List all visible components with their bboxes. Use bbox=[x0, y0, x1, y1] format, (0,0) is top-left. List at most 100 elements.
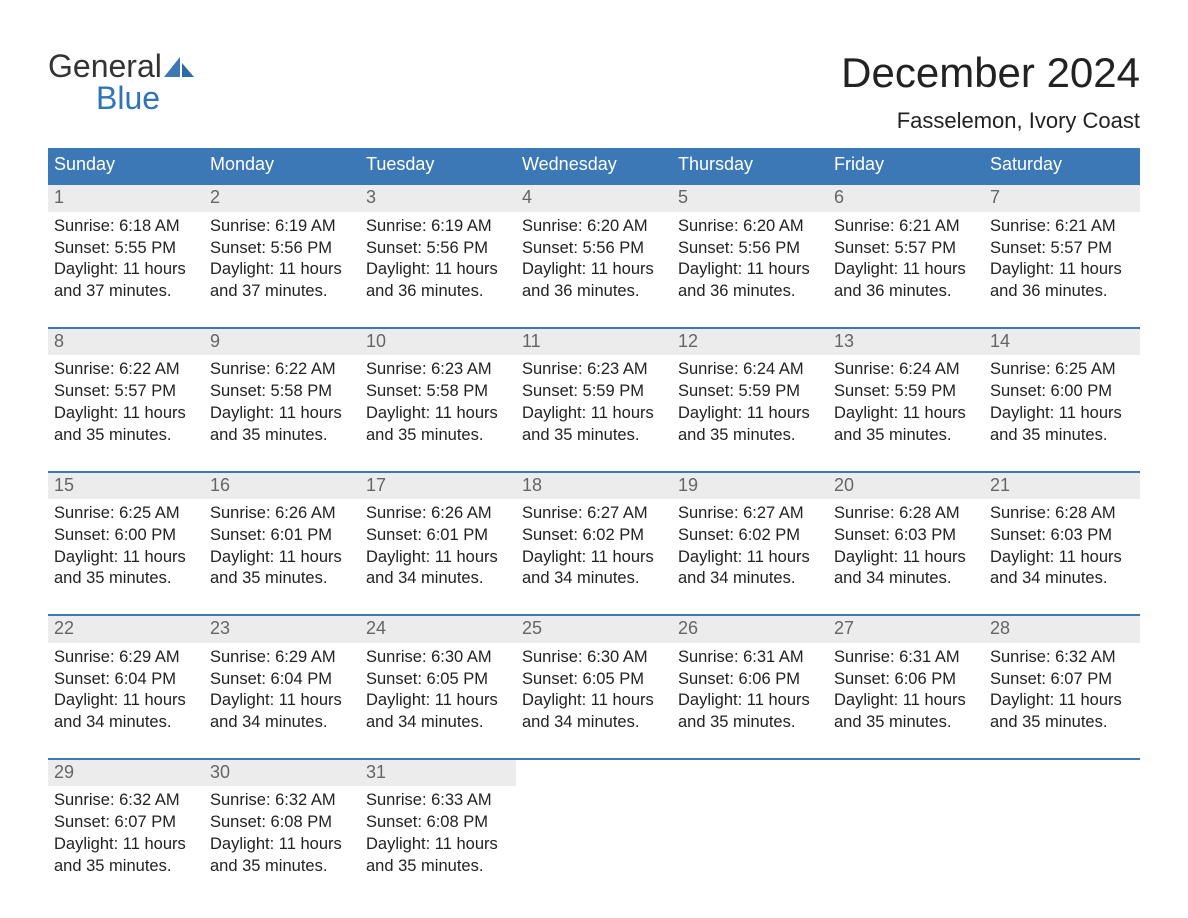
day-details: Sunrise: 6:32 AMSunset: 6:07 PMDaylight:… bbox=[48, 786, 204, 877]
daylight-line2: and 37 minutes. bbox=[54, 281, 198, 303]
day-number bbox=[672, 760, 828, 787]
daylight-line1: Daylight: 11 hours bbox=[678, 259, 822, 281]
daylight-line2: and 35 minutes. bbox=[54, 856, 198, 878]
sunset-text: Sunset: 6:06 PM bbox=[678, 669, 822, 691]
dow-wednesday: Wednesday bbox=[516, 148, 672, 183]
sunset-text: Sunset: 5:56 PM bbox=[678, 238, 822, 260]
sunset-text: Sunset: 6:08 PM bbox=[366, 812, 510, 834]
sunrise-text: Sunrise: 6:18 AM bbox=[54, 216, 198, 238]
sunset-text: Sunset: 5:59 PM bbox=[834, 381, 978, 403]
day-cell: 21Sunrise: 6:28 AMSunset: 6:03 PMDayligh… bbox=[984, 473, 1140, 605]
daylight-line2: and 36 minutes. bbox=[678, 281, 822, 303]
month-title: December 2024 bbox=[841, 50, 1140, 96]
day-details: Sunrise: 6:20 AMSunset: 5:56 PMDaylight:… bbox=[516, 212, 672, 303]
sunrise-text: Sunrise: 6:31 AM bbox=[834, 647, 978, 669]
dow-tuesday: Tuesday bbox=[360, 148, 516, 183]
daylight-line1: Daylight: 11 hours bbox=[522, 690, 666, 712]
daylight-line1: Daylight: 11 hours bbox=[54, 834, 198, 856]
sunrise-text: Sunrise: 6:22 AM bbox=[54, 359, 198, 381]
sunrise-text: Sunrise: 6:20 AM bbox=[678, 216, 822, 238]
day-cell: 26Sunrise: 6:31 AMSunset: 6:06 PMDayligh… bbox=[672, 616, 828, 748]
day-number: 14 bbox=[984, 329, 1140, 356]
sunset-text: Sunset: 5:57 PM bbox=[834, 238, 978, 260]
sunrise-text: Sunrise: 6:23 AM bbox=[522, 359, 666, 381]
day-cell: 3Sunrise: 6:19 AMSunset: 5:56 PMDaylight… bbox=[360, 185, 516, 317]
day-cell: 12Sunrise: 6:24 AMSunset: 5:59 PMDayligh… bbox=[672, 329, 828, 461]
brand-word-1: General bbox=[48, 50, 162, 82]
day-number: 23 bbox=[204, 616, 360, 643]
daylight-line2: and 37 minutes. bbox=[210, 281, 354, 303]
daylight-line2: and 35 minutes. bbox=[678, 712, 822, 734]
daylight-line2: and 35 minutes. bbox=[834, 425, 978, 447]
daylight-line1: Daylight: 11 hours bbox=[366, 834, 510, 856]
daylight-line1: Daylight: 11 hours bbox=[54, 547, 198, 569]
day-number: 29 bbox=[48, 760, 204, 787]
daylight-line2: and 36 minutes. bbox=[366, 281, 510, 303]
day-number: 19 bbox=[672, 473, 828, 500]
day-details: Sunrise: 6:33 AMSunset: 6:08 PMDaylight:… bbox=[360, 786, 516, 877]
day-cell: 11Sunrise: 6:23 AMSunset: 5:59 PMDayligh… bbox=[516, 329, 672, 461]
sunset-text: Sunset: 6:02 PM bbox=[678, 525, 822, 547]
daylight-line1: Daylight: 11 hours bbox=[990, 547, 1134, 569]
day-number: 11 bbox=[516, 329, 672, 356]
daylight-line2: and 35 minutes. bbox=[210, 425, 354, 447]
sunset-text: Sunset: 5:59 PM bbox=[678, 381, 822, 403]
calendar-page: General Blue December 2024 Fasselemon, I… bbox=[0, 0, 1188, 911]
sunrise-text: Sunrise: 6:24 AM bbox=[678, 359, 822, 381]
sunset-text: Sunset: 5:57 PM bbox=[990, 238, 1134, 260]
sunset-text: Sunset: 6:03 PM bbox=[834, 525, 978, 547]
day-cell: 15Sunrise: 6:25 AMSunset: 6:00 PMDayligh… bbox=[48, 473, 204, 605]
day-number: 27 bbox=[828, 616, 984, 643]
daylight-line2: and 34 minutes. bbox=[54, 712, 198, 734]
day-cell: 10Sunrise: 6:23 AMSunset: 5:58 PMDayligh… bbox=[360, 329, 516, 461]
day-cell: 20Sunrise: 6:28 AMSunset: 6:03 PMDayligh… bbox=[828, 473, 984, 605]
day-details: Sunrise: 6:31 AMSunset: 6:06 PMDaylight:… bbox=[828, 643, 984, 734]
daylight-line2: and 35 minutes. bbox=[990, 425, 1134, 447]
day-number: 18 bbox=[516, 473, 672, 500]
sunrise-text: Sunrise: 6:27 AM bbox=[522, 503, 666, 525]
day-cell: 27Sunrise: 6:31 AMSunset: 6:06 PMDayligh… bbox=[828, 616, 984, 748]
dow-thursday: Thursday bbox=[672, 148, 828, 183]
sunset-text: Sunset: 6:05 PM bbox=[522, 669, 666, 691]
dow-friday: Friday bbox=[828, 148, 984, 183]
day-details: Sunrise: 6:30 AMSunset: 6:05 PMDaylight:… bbox=[360, 643, 516, 734]
daylight-line2: and 36 minutes. bbox=[522, 281, 666, 303]
sunrise-text: Sunrise: 6:21 AM bbox=[990, 216, 1134, 238]
day-number: 24 bbox=[360, 616, 516, 643]
days-of-week-header: SundayMondayTuesdayWednesdayThursdayFrid… bbox=[48, 148, 1140, 183]
sunrise-text: Sunrise: 6:25 AM bbox=[54, 503, 198, 525]
day-cell: 19Sunrise: 6:27 AMSunset: 6:02 PMDayligh… bbox=[672, 473, 828, 605]
sunset-text: Sunset: 5:58 PM bbox=[210, 381, 354, 403]
sunrise-text: Sunrise: 6:32 AM bbox=[54, 790, 198, 812]
day-number bbox=[516, 760, 672, 787]
day-cell: 30Sunrise: 6:32 AMSunset: 6:08 PMDayligh… bbox=[204, 760, 360, 892]
dow-saturday: Saturday bbox=[984, 148, 1140, 183]
day-number: 2 bbox=[204, 185, 360, 212]
daylight-line2: and 34 minutes. bbox=[990, 568, 1134, 590]
daylight-line1: Daylight: 11 hours bbox=[210, 690, 354, 712]
daylight-line1: Daylight: 11 hours bbox=[522, 547, 666, 569]
day-details: Sunrise: 6:19 AMSunset: 5:56 PMDaylight:… bbox=[360, 212, 516, 303]
sunrise-text: Sunrise: 6:32 AM bbox=[210, 790, 354, 812]
sunrise-text: Sunrise: 6:28 AM bbox=[990, 503, 1134, 525]
sunset-text: Sunset: 6:02 PM bbox=[522, 525, 666, 547]
day-cell: 2Sunrise: 6:19 AMSunset: 5:56 PMDaylight… bbox=[204, 185, 360, 317]
sunset-text: Sunset: 6:01 PM bbox=[210, 525, 354, 547]
empty-cell bbox=[672, 760, 828, 892]
day-cell: 6Sunrise: 6:21 AMSunset: 5:57 PMDaylight… bbox=[828, 185, 984, 317]
sail-icon bbox=[164, 50, 194, 82]
daylight-line1: Daylight: 11 hours bbox=[522, 403, 666, 425]
daylight-line1: Daylight: 11 hours bbox=[210, 547, 354, 569]
sunrise-text: Sunrise: 6:24 AM bbox=[834, 359, 978, 381]
sunset-text: Sunset: 6:07 PM bbox=[54, 812, 198, 834]
day-number: 9 bbox=[204, 329, 360, 356]
sunrise-text: Sunrise: 6:26 AM bbox=[210, 503, 354, 525]
sunrise-text: Sunrise: 6:25 AM bbox=[990, 359, 1134, 381]
sunrise-text: Sunrise: 6:31 AM bbox=[678, 647, 822, 669]
sunset-text: Sunset: 6:00 PM bbox=[54, 525, 198, 547]
day-number: 8 bbox=[48, 329, 204, 356]
day-cell: 9Sunrise: 6:22 AMSunset: 5:58 PMDaylight… bbox=[204, 329, 360, 461]
day-details: Sunrise: 6:28 AMSunset: 6:03 PMDaylight:… bbox=[984, 499, 1140, 590]
day-number: 16 bbox=[204, 473, 360, 500]
day-details: Sunrise: 6:32 AMSunset: 6:07 PMDaylight:… bbox=[984, 643, 1140, 734]
